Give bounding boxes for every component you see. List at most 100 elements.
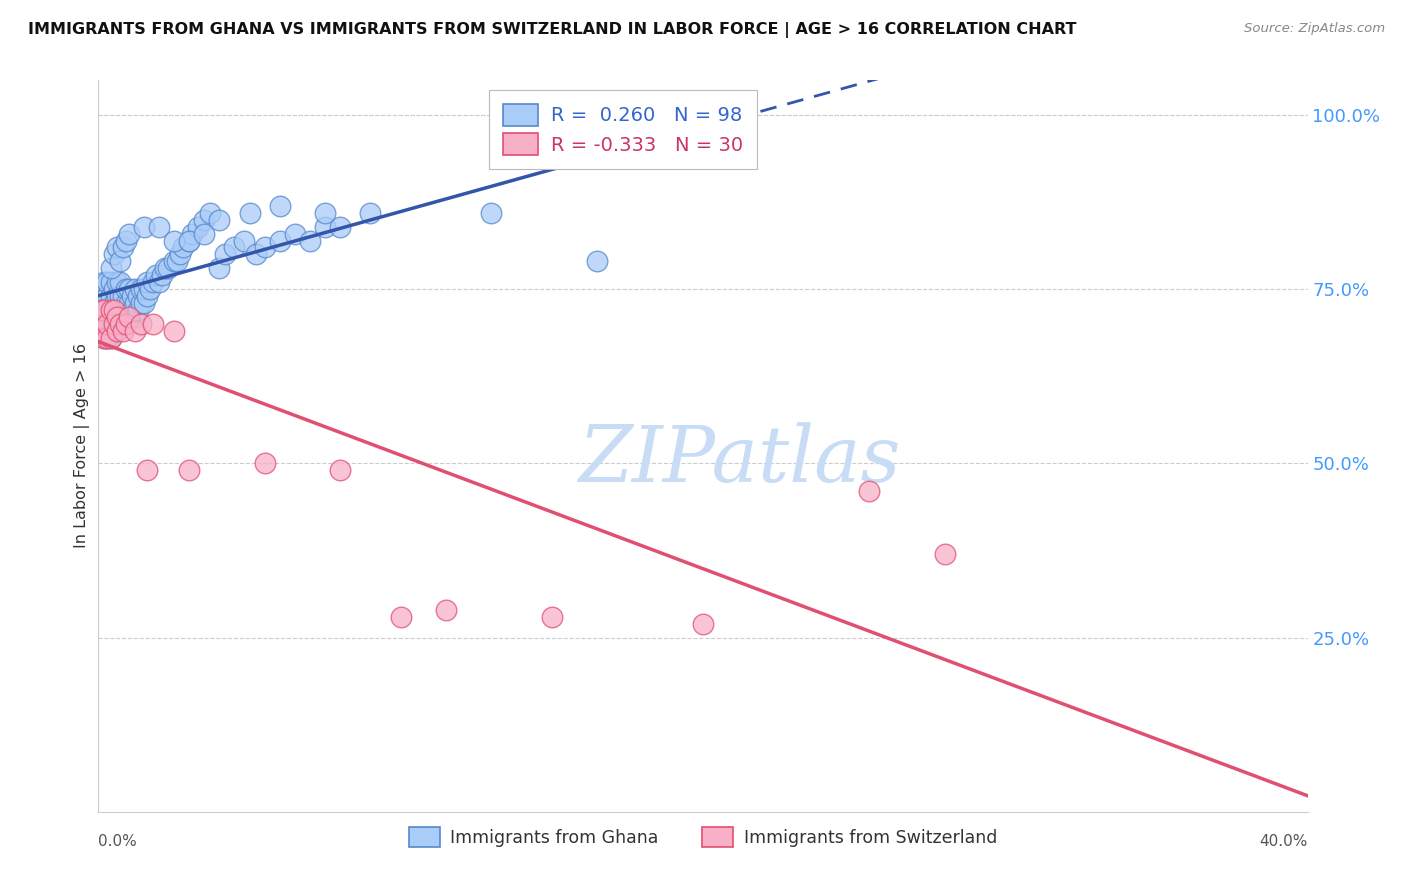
Point — [105, 275, 128, 289]
Point — [118, 282, 141, 296]
Point — [299, 234, 322, 248]
Point — [132, 282, 155, 296]
Point — [103, 296, 125, 310]
Point — [135, 463, 157, 477]
Point — [208, 212, 231, 227]
Point — [314, 219, 336, 234]
Point — [169, 247, 191, 261]
Text: 40.0%: 40.0% — [1260, 834, 1308, 848]
Point — [135, 275, 157, 289]
Point — [111, 303, 134, 318]
Point — [481, 205, 503, 219]
Point — [132, 296, 155, 310]
Point — [105, 289, 128, 303]
Point — [118, 227, 141, 241]
Point — [142, 317, 165, 331]
Point — [163, 234, 186, 248]
Point — [96, 317, 118, 331]
Point — [150, 268, 173, 283]
Point — [269, 199, 291, 213]
Point — [858, 484, 880, 499]
Point — [135, 289, 157, 303]
Point — [118, 296, 141, 310]
Point — [214, 247, 236, 261]
Point — [124, 296, 146, 310]
Point — [111, 324, 134, 338]
Point — [124, 324, 146, 338]
Point — [108, 289, 131, 303]
Point — [108, 317, 131, 331]
Point — [193, 227, 215, 241]
Text: ZIPatlas: ZIPatlas — [578, 423, 900, 499]
Point — [129, 317, 152, 331]
Point — [90, 289, 112, 303]
Point — [103, 317, 125, 331]
Point — [153, 261, 176, 276]
Point — [100, 275, 122, 289]
Point — [93, 289, 115, 303]
Point — [166, 254, 188, 268]
Point — [103, 282, 125, 296]
Point — [105, 317, 128, 331]
Point — [108, 317, 131, 331]
Point — [96, 331, 118, 345]
Point — [360, 205, 382, 219]
Point — [103, 303, 125, 318]
Point — [114, 282, 136, 296]
Point — [100, 331, 122, 345]
Text: IMMIGRANTS FROM GHANA VS IMMIGRANTS FROM SWITZERLAND IN LABOR FORCE | AGE > 16 C: IMMIGRANTS FROM GHANA VS IMMIGRANTS FROM… — [28, 22, 1077, 38]
Point — [118, 310, 141, 325]
Point — [121, 289, 143, 303]
Point — [100, 331, 122, 345]
Point — [93, 275, 115, 289]
Point — [124, 310, 146, 325]
Point — [100, 317, 122, 331]
Point — [934, 547, 956, 561]
Point — [93, 303, 115, 318]
Point — [93, 331, 115, 345]
Point — [103, 310, 125, 325]
Legend: Immigrants from Ghana, Immigrants from Switzerland: Immigrants from Ghana, Immigrants from S… — [402, 821, 1004, 855]
Point — [93, 317, 115, 331]
Point — [114, 317, 136, 331]
Point — [232, 234, 254, 248]
Point — [108, 303, 131, 318]
Point — [90, 303, 112, 318]
Point — [105, 310, 128, 325]
Point — [139, 282, 162, 296]
Point — [103, 324, 125, 338]
Point — [269, 234, 291, 248]
Point — [127, 289, 149, 303]
Point — [148, 219, 170, 234]
Point — [142, 275, 165, 289]
Point — [96, 303, 118, 318]
Point — [329, 219, 352, 234]
Point — [156, 261, 179, 276]
Point — [284, 227, 307, 241]
Point — [129, 296, 152, 310]
Point — [96, 317, 118, 331]
Point — [111, 317, 134, 331]
Point — [111, 289, 134, 303]
Point — [108, 254, 131, 268]
Point — [172, 240, 194, 254]
Point — [96, 289, 118, 303]
Point — [105, 240, 128, 254]
Point — [111, 240, 134, 254]
Point — [118, 310, 141, 325]
Point — [179, 234, 201, 248]
Point — [145, 268, 167, 283]
Point — [127, 303, 149, 318]
Point — [100, 303, 122, 318]
Point — [114, 296, 136, 310]
Point — [540, 609, 562, 624]
Point — [163, 324, 186, 338]
Point — [224, 240, 246, 254]
Point — [105, 303, 128, 318]
Point — [187, 219, 209, 234]
Point — [181, 227, 204, 241]
Point — [96, 275, 118, 289]
Point — [100, 261, 122, 276]
Point — [90, 317, 112, 331]
Point — [96, 331, 118, 345]
